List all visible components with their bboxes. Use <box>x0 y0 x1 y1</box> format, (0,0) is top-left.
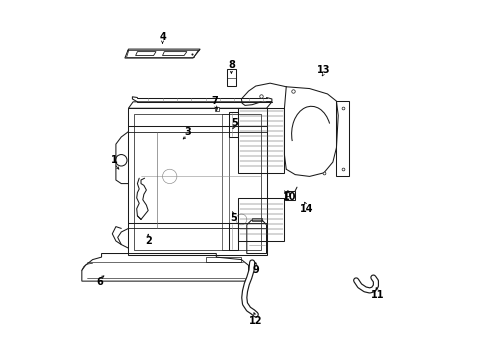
Text: 4: 4 <box>159 32 166 41</box>
Text: 14: 14 <box>300 204 314 215</box>
Text: 11: 11 <box>371 291 385 301</box>
Text: 2: 2 <box>145 236 151 246</box>
Text: 13: 13 <box>317 64 331 75</box>
Text: 12: 12 <box>249 316 263 325</box>
Text: 5: 5 <box>231 118 238 128</box>
Text: 10: 10 <box>283 192 296 202</box>
Text: 8: 8 <box>228 60 235 70</box>
Text: 6: 6 <box>97 277 103 287</box>
Text: 7: 7 <box>211 96 218 106</box>
Text: 1: 1 <box>111 155 118 165</box>
Text: 9: 9 <box>252 265 259 275</box>
Text: 3: 3 <box>184 127 191 136</box>
Text: 5: 5 <box>230 213 237 222</box>
